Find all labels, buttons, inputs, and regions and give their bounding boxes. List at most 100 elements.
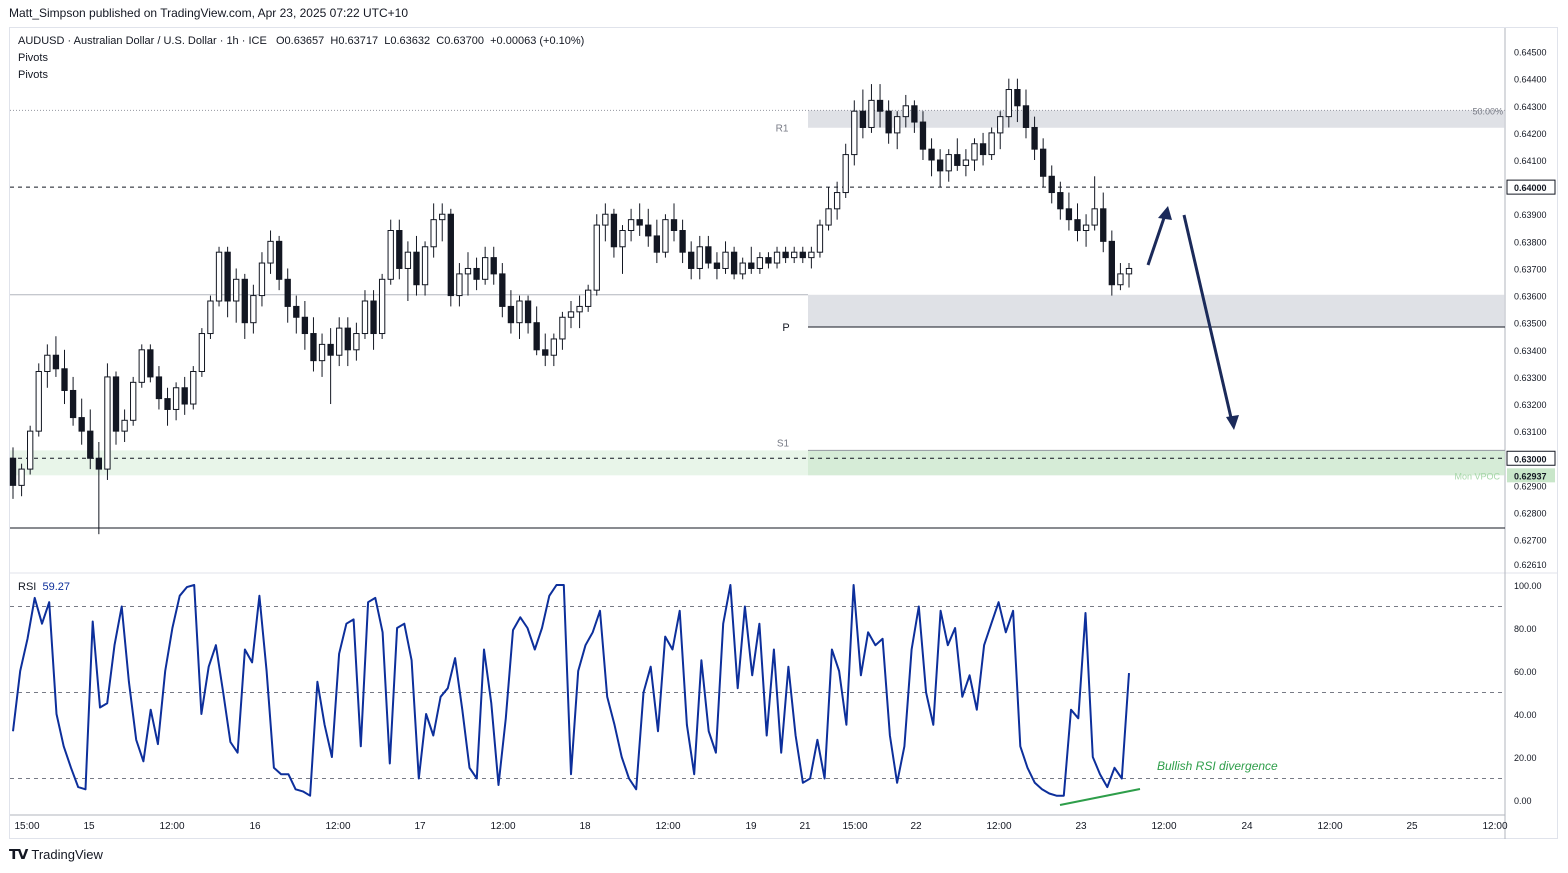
candle-body — [911, 105, 918, 123]
candle-body — [490, 257, 497, 275]
candle-body — [1074, 219, 1081, 232]
time-tick-label: 17 — [414, 821, 426, 832]
candle-body — [859, 110, 867, 128]
candle-body — [456, 273, 463, 297]
candle-body — [705, 246, 712, 264]
candle-body — [739, 262, 746, 275]
price-tick-label: 0.63100 — [1514, 427, 1547, 437]
candle-body — [27, 430, 34, 470]
price-tick-label: 0.63600 — [1514, 292, 1547, 302]
candle-body — [35, 370, 42, 432]
price-tick-label: 0.64500 — [1514, 48, 1547, 58]
candle-body — [301, 316, 309, 335]
candle-body — [155, 376, 163, 400]
price-label-text: 0.62937 — [1514, 471, 1547, 481]
candle-body — [688, 251, 695, 269]
candle-body — [559, 316, 566, 340]
vpoc-zone — [808, 450, 1505, 476]
candle-body — [833, 192, 841, 210]
tradingview-brand: TradingView — [31, 847, 103, 862]
candle-body — [791, 251, 798, 259]
time-tick-label: 18 — [579, 821, 591, 832]
candle-body — [439, 213, 446, 221]
candle-body — [52, 354, 60, 370]
candle-body — [842, 154, 849, 194]
candle-body — [1100, 208, 1107, 242]
candle-body — [619, 230, 626, 248]
label-vpoc: Mon VPOC — [1454, 471, 1500, 481]
candle-body — [851, 110, 858, 156]
indicator-pivots-2[interactable]: Pivots — [18, 69, 48, 81]
candle-body — [1014, 89, 1021, 107]
candle-body — [1108, 240, 1115, 286]
candle-body — [233, 278, 240, 302]
time-tick-label: 12:00 — [1482, 821, 1507, 832]
candle-body — [87, 430, 94, 459]
candle-body — [636, 219, 643, 226]
price-tick-label: 0.62700 — [1514, 536, 1547, 546]
candle-body — [69, 389, 77, 419]
candle-body — [945, 154, 952, 172]
divergence-label: Bullish RSI divergence — [1157, 759, 1278, 773]
candle-body — [550, 338, 557, 356]
price-label-box — [1506, 450, 1556, 466]
candle-body — [473, 267, 480, 280]
time-tick-label: 12:00 — [490, 821, 515, 832]
vpoc-zone-left — [10, 450, 808, 476]
time-tick-label: 24 — [1241, 821, 1253, 832]
time-tick-label: 25 — [1406, 821, 1418, 832]
candle-body — [9, 457, 17, 486]
candle-body — [928, 148, 935, 161]
candle-body — [138, 349, 145, 383]
time-tick-label: 23 — [1075, 821, 1087, 832]
down-arrow-line — [1182, 214, 1234, 423]
candle-body — [825, 208, 832, 226]
candle-body — [645, 224, 652, 237]
candle-body — [885, 110, 892, 134]
candle-body — [130, 381, 137, 421]
price-tick-label: 0.63500 — [1514, 319, 1547, 329]
price-label-box — [1507, 468, 1555, 483]
publisher-line: Matt_Simpson published on TradingView.co… — [9, 6, 409, 20]
candle-body — [404, 251, 412, 269]
down-arrow-head — [1226, 415, 1239, 430]
candle-body — [481, 257, 489, 280]
rsi-tick-label: 20.00 — [1514, 753, 1537, 763]
candle-body — [713, 262, 721, 269]
label-p: P — [782, 322, 789, 334]
time-tick-label: 15:00 — [842, 821, 867, 832]
time-tick-label: 12:00 — [325, 821, 350, 832]
candle-body — [988, 132, 995, 156]
ohlc-low: L0.63632 — [384, 35, 431, 47]
candle-body — [336, 327, 343, 356]
price-tick-label: 0.64200 — [1514, 129, 1547, 139]
candle-body — [172, 387, 180, 410]
symbol-legend: AUDUSD · Australian Dollar / U.S. Dollar… — [18, 35, 584, 47]
candle-body — [396, 230, 403, 269]
candle-body — [78, 417, 85, 432]
candle-body — [602, 213, 609, 226]
indicator-pivots-1[interactable]: Pivots — [18, 52, 48, 64]
candle-body — [267, 240, 274, 264]
candle-body — [1031, 126, 1038, 150]
price-tick-label: 0.63300 — [1514, 373, 1547, 383]
price-tick-label: 0.62610 — [1514, 560, 1547, 570]
time-tick-label: 21 — [799, 821, 811, 832]
up-arrow-line — [1146, 211, 1168, 266]
candle-body — [1022, 105, 1030, 128]
rsi-tick-label: 80.00 — [1514, 624, 1537, 634]
rsi-legend[interactable]: RSI 59.27 — [18, 581, 70, 593]
candle-body — [773, 251, 781, 264]
candle-body — [1117, 273, 1124, 286]
candle-body — [576, 305, 583, 313]
price-label-box — [1506, 179, 1556, 195]
candle-body — [361, 300, 369, 335]
price-tick-label: 0.64100 — [1514, 156, 1547, 166]
candle-body — [18, 468, 25, 486]
r1-zone — [808, 110, 1505, 128]
symbol-name: AUDUSD · Australian Dollar / U.S. Dollar… — [18, 35, 267, 47]
chart-frame — [9, 27, 1558, 839]
candle-body — [1065, 208, 1073, 221]
rsi-tick-label: 40.00 — [1514, 710, 1537, 720]
